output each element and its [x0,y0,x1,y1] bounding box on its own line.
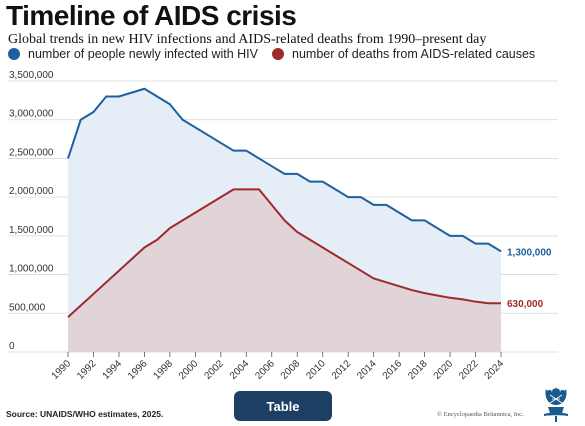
chart-subtitle: Global trends in new HIV infections and … [8,32,487,47]
legend-item-deaths: number of deaths from AIDS-related cause… [272,47,535,61]
x-tick-label: 1996 [126,358,150,382]
x-tick-label: 2008 [279,358,303,382]
y-tick-label: 3,000,000 [9,109,54,120]
x-tick-label: 1990 [50,358,74,382]
legend-swatch-deaths [272,48,284,60]
legend-swatch-infections [8,48,20,60]
x-tick-label: 2014 [355,358,379,382]
x-tick-label: 2018 [406,358,430,382]
x-tick-label: 1994 [101,358,125,382]
x-tick-label: 1998 [151,358,175,382]
britannica-thistle-logo [544,387,568,422]
table-button[interactable]: Table [234,391,332,421]
y-tick-label: 500,000 [9,302,46,313]
y-tick-label: 1,500,000 [9,225,54,236]
y-tick-label: 0 [9,341,15,352]
source-note: Source: UNAIDS/WHO estimates, 2025. [6,409,164,419]
legend-label-deaths: number of deaths from AIDS-related cause… [292,47,536,61]
y-tick-label: 1,000,000 [9,264,54,275]
x-tick-label: 2020 [432,358,456,382]
x-tick-label: 2004 [228,358,252,382]
chart-title: Timeline of AIDS crisis [6,0,297,31]
deaths-end-label: 630,000 [507,299,544,310]
infections-end-label: 1,300,000 [507,247,552,258]
y-tick-label: 3,500,000 [9,70,54,81]
y-tick-label: 2,000,000 [9,186,54,197]
x-tick-label: 1992 [75,358,99,382]
infections-line [67,87,502,253]
legend-label-infections: number of people newly infected with HIV [28,47,258,61]
x-tick-label: 2000 [177,358,201,382]
deaths-area [68,189,501,352]
x-tick-label: 2022 [457,358,481,382]
copyright-note: © Encyclopaedia Britannica, Inc. [437,411,524,418]
legend-item-infections: number of people newly infected with HIV [8,47,258,61]
deaths-line [67,188,501,318]
x-tick-label: 2002 [202,358,226,382]
x-tick-label: 2024 [483,358,507,382]
x-tick-label: 2016 [381,358,405,382]
x-tick-label: 2006 [253,358,277,382]
x-tick-label: 2010 [304,358,328,382]
y-tick-label: 2,500,000 [9,147,54,158]
chart-legend: number of people newly infected with HIV… [8,47,549,61]
x-tick-label: 2012 [330,358,354,382]
